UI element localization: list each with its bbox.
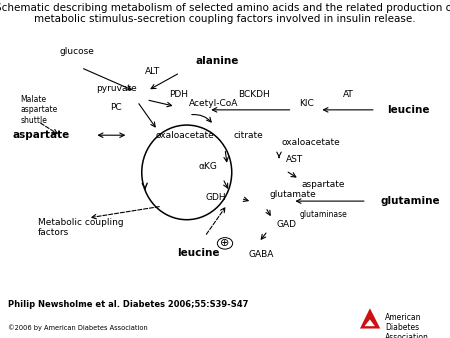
Text: KIC: KIC: [299, 99, 313, 108]
Text: citrate: citrate: [234, 131, 264, 140]
Text: glutamine: glutamine: [380, 196, 440, 206]
Text: American
Diabetes
Association.: American Diabetes Association.: [385, 313, 431, 338]
Text: glutamate: glutamate: [270, 190, 317, 199]
Text: ©2006 by American Diabetes Association: ©2006 by American Diabetes Association: [8, 324, 148, 331]
Text: GDH: GDH: [205, 193, 226, 202]
Text: PC: PC: [110, 103, 122, 112]
Text: AST: AST: [286, 155, 303, 164]
Text: metabolic stimulus-secretion coupling factors involved in insulin release.: metabolic stimulus-secretion coupling fa…: [34, 14, 416, 24]
Text: aspartate: aspartate: [302, 180, 345, 189]
Text: alanine: alanine: [196, 56, 239, 66]
Text: ⊕: ⊕: [220, 238, 230, 248]
Text: leucine: leucine: [177, 248, 219, 259]
Polygon shape: [360, 308, 380, 329]
Text: GABA: GABA: [248, 250, 274, 259]
Text: aspartate: aspartate: [13, 130, 70, 140]
Text: glucose: glucose: [59, 47, 94, 56]
Text: Acetyl-CoA: Acetyl-CoA: [189, 99, 239, 108]
Text: ALT: ALT: [144, 67, 160, 76]
Text: Metabolic coupling
factors: Metabolic coupling factors: [38, 218, 124, 237]
Text: pyruvate: pyruvate: [96, 84, 137, 93]
Text: leucine: leucine: [387, 105, 429, 115]
Text: oxaloacetate: oxaloacetate: [281, 138, 340, 147]
Text: BCKDH: BCKDH: [238, 90, 270, 99]
Text: PDH: PDH: [169, 90, 188, 99]
Text: Malate
aspartate
shuttle: Malate aspartate shuttle: [20, 95, 58, 125]
Text: oxaloacetate: oxaloacetate: [155, 131, 214, 140]
Text: AT: AT: [343, 90, 354, 99]
Polygon shape: [364, 319, 375, 326]
Text: glutaminase: glutaminase: [300, 210, 348, 219]
Text: Philip Newsholme et al. Diabetes 2006;55:S39-S47: Philip Newsholme et al. Diabetes 2006;55…: [8, 300, 248, 309]
Text: αKG: αKG: [198, 162, 217, 171]
Text: Schematic describing metabolism of selected amino acids and the related producti: Schematic describing metabolism of selec…: [0, 3, 450, 14]
Text: GAD: GAD: [277, 220, 297, 229]
